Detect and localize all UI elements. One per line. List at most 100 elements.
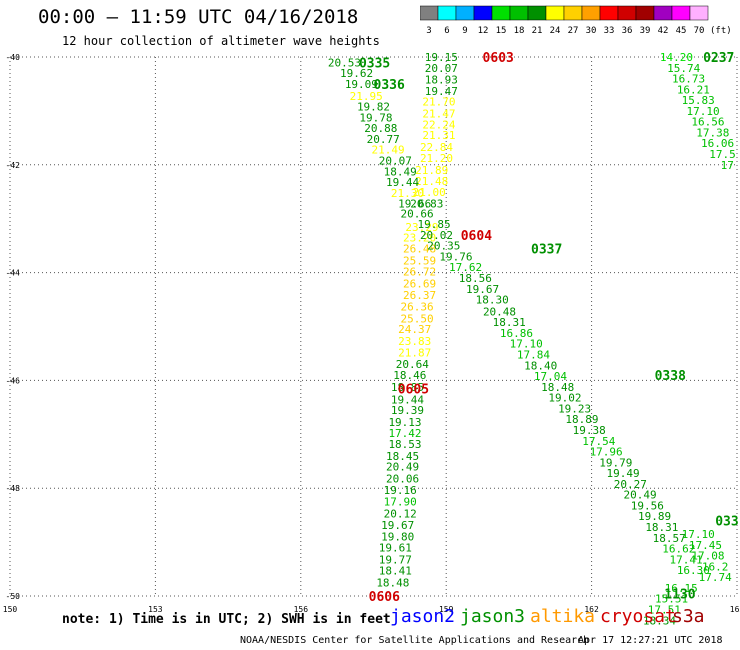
swh-value: 20.27 <box>614 478 647 491</box>
color-scale-label: 9 <box>462 26 467 36</box>
swh-value: 16.21 <box>677 83 710 96</box>
swh-value: 19.23 <box>558 402 591 415</box>
swh-value: 16.62 <box>662 543 695 556</box>
swh-value: 18.89 <box>565 413 598 426</box>
pass-time-label: 0604 <box>461 229 492 244</box>
swh-value: 18.53 <box>388 438 421 451</box>
swh-value: 18.46 <box>393 369 426 382</box>
swh-value: 19.85 <box>418 218 451 231</box>
swh-value: 21.48 <box>415 175 448 188</box>
swh-value: 19.15 <box>425 51 458 64</box>
color-swatch <box>689 5 709 21</box>
swh-value: 16.30 <box>677 564 710 577</box>
swh-value: 20.49 <box>386 461 419 474</box>
swh-value: 20.35 <box>427 240 460 253</box>
swh-value: 20.49 <box>624 489 657 502</box>
color-scale-label: 36 <box>622 26 633 36</box>
swh-value: 20.77 <box>367 133 400 146</box>
swh-value: 19.78 <box>359 111 392 124</box>
swh-value: 18.45 <box>386 450 419 463</box>
footer-date: Apr 17 12:27:21 UTC 2018 <box>578 635 723 646</box>
swh-value: 21.87 <box>398 346 431 359</box>
swh-value: 17.41 <box>670 553 703 566</box>
swh-value: 20.07 <box>425 62 458 75</box>
swh-value: 19.79 <box>599 456 632 469</box>
satellite-legend-item: jason3 <box>460 606 526 627</box>
swh-value: 25.59 <box>403 255 436 268</box>
swh-value: 21.31 <box>422 129 455 142</box>
swh-value: 20.53 <box>328 56 361 69</box>
footer-note: note: 1) Time is in UTC; 2) SWH is in fe… <box>62 612 391 627</box>
swh-value: 14.20 <box>660 51 693 64</box>
satellite-legend-item: s3a <box>672 606 705 627</box>
color-scale-label: 18 <box>514 26 525 36</box>
swh-value: 19.38 <box>573 424 606 437</box>
swh-value: 17.38 <box>696 126 729 139</box>
swh-value: 16.73 <box>672 73 705 86</box>
swh-value: 22.24 <box>422 118 455 131</box>
swh-value: 18.31 <box>493 316 526 329</box>
x-tick-label: 156 <box>294 605 309 614</box>
color-scale-label: 45 <box>676 26 687 36</box>
swh-value: 20.83 <box>410 198 443 211</box>
color-scale-label: 21 <box>532 26 543 36</box>
swh-value: 17.5 <box>709 148 736 161</box>
swh-value: 19.61 <box>379 541 412 554</box>
swh-value: 19.39 <box>391 404 424 417</box>
y-tick-label: -48 <box>6 484 21 493</box>
swh-value: 17.42 <box>388 427 421 440</box>
swh-value: 20.88 <box>364 122 397 135</box>
swh-value: 19.67 <box>466 283 499 296</box>
chart-subtitle: 12 hour collection of altimeter wave hei… <box>62 34 380 48</box>
swh-value: 18.57 <box>653 532 686 545</box>
swh-value: 19.13 <box>388 416 421 429</box>
swh-value: 17.62 <box>449 261 482 274</box>
swh-value: 15.83 <box>682 94 715 107</box>
swh-value: 23.20 <box>403 232 436 245</box>
swh-value: 17.84 <box>517 349 550 362</box>
satellite-legend-item: altika <box>530 606 596 627</box>
y-tick-label: -44 <box>6 269 21 278</box>
color-scale-legend: 3 6 9 12 15 18 21 24 27 30 33 36 39 42 45 70 (ft) <box>420 5 732 36</box>
swh-value: 17.90 <box>384 496 417 509</box>
swh-value: 21.89 <box>415 164 448 177</box>
swh-value: 20.48 <box>483 305 516 318</box>
swh-value: 17 <box>721 159 734 172</box>
swh-value: 18.30 <box>476 294 509 307</box>
swh-value: 20.66 <box>401 207 434 220</box>
color-scale-label: 15 <box>496 26 507 36</box>
swh-value: 16.06 <box>701 137 734 150</box>
color-scale-label: 24 <box>550 26 561 36</box>
swh-value: 20.07 <box>379 154 412 167</box>
y-tick-label: -50 <box>6 592 21 601</box>
swh-value: 17.10 <box>510 338 543 351</box>
swh-value: 16.15 <box>665 582 698 595</box>
pass-time-label: 0337 <box>531 242 562 257</box>
swh-value: 24.37 <box>398 323 431 336</box>
swh-value: 18.56 <box>459 272 492 285</box>
swh-value: 17.45 <box>689 539 722 552</box>
pass-time-label: 033 <box>715 515 738 530</box>
swh-value: 19.82 <box>357 101 390 114</box>
swh-value: 20.06 <box>386 472 419 485</box>
chart-title: 00:00 – 11:59 UTC 04/16/2018 <box>38 6 359 28</box>
swh-value: 16.2 <box>702 560 729 573</box>
swh-value: 26.36 <box>401 301 434 314</box>
swh-value: 19.16 <box>384 484 417 497</box>
swh-value: 15.74 <box>667 62 700 75</box>
swh-value: 19.44 <box>391 393 424 406</box>
swh-value: 21.20 <box>420 152 453 165</box>
color-scale-label: 30 <box>586 26 597 36</box>
swh-value: 19.09 <box>345 78 378 91</box>
swh-value: 19.76 <box>439 250 472 263</box>
swh-value: 17.08 <box>691 550 724 563</box>
swh-value: 19.77 <box>379 553 412 566</box>
swh-value: 18.93 <box>425 74 458 87</box>
color-scale-label: 33 <box>604 26 615 36</box>
color-scale-unit: (ft) <box>710 26 732 36</box>
x-tick-label: 150 <box>3 605 18 614</box>
swh-value: 20.12 <box>384 508 417 521</box>
color-scale-label: 39 <box>640 26 651 36</box>
swh-value: 18.48 <box>541 381 574 394</box>
